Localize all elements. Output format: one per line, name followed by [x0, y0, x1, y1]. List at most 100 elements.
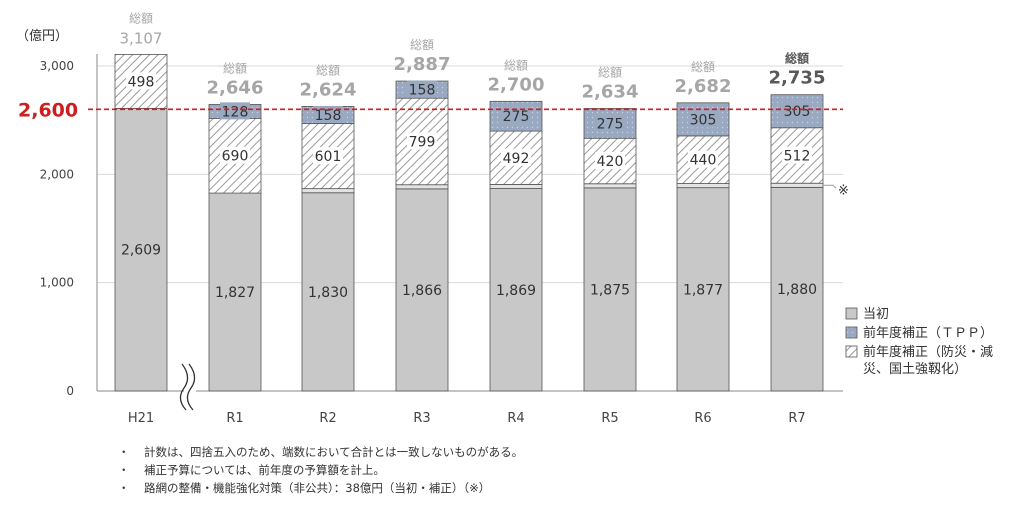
x-tick-label: H21 — [128, 411, 154, 426]
segment-value-label: 1,875 — [590, 282, 630, 298]
total-value: 2,887 — [394, 54, 451, 75]
x-tick-label: R1 — [226, 411, 243, 426]
segment-value-text: 275 — [503, 109, 530, 125]
segment-value-label: 1,830 — [308, 285, 348, 301]
x-tick-label: R5 — [601, 411, 618, 426]
label-background — [407, 80, 437, 98]
legend-label: 当初 — [863, 307, 889, 322]
segment-value-label: 1,877 — [683, 282, 723, 298]
total-caption: 総額 — [691, 60, 715, 74]
label-background — [595, 114, 625, 132]
segment-value-label: 601 — [313, 147, 343, 165]
legend-swatch — [845, 307, 858, 320]
segment-value-label: 275 — [595, 114, 625, 132]
label-background — [688, 110, 718, 128]
y-tick-label: 2,000 — [40, 167, 74, 181]
segment-value-text: 1,866 — [402, 283, 442, 299]
label-background — [313, 105, 343, 123]
segment-value-label: 512 — [782, 146, 812, 164]
footnote: ・計数は、四捨五入のため、端数において合計とは一致しないものがある。 — [118, 443, 523, 461]
x-tick-label: R4 — [507, 411, 524, 426]
segment-value-text: 1,880 — [777, 282, 817, 298]
segment-value-text: 1,875 — [590, 282, 630, 298]
total-caption: 総額 — [223, 61, 247, 75]
total-caption: 総額 — [504, 58, 528, 72]
segment-value-text: 128 — [222, 104, 249, 120]
label-background — [595, 152, 625, 170]
total-value: 2,646 — [207, 77, 264, 98]
segment-value-text: 1,830 — [308, 285, 348, 301]
segment-value-text: 1,877 — [683, 282, 723, 298]
footnote: ・路網の整備・機能強化対策（非公共）：38億円（当初・補正）（※） — [118, 479, 523, 497]
segment-value-label: 1,869 — [496, 283, 536, 299]
total-caption: 総額 — [598, 65, 622, 79]
bar-segment-initial — [208, 192, 262, 392]
bar-segment-initial — [395, 188, 449, 392]
segment-value-text: 512 — [784, 148, 811, 164]
segment-value-text: 305 — [784, 104, 811, 120]
total-value: 2,682 — [675, 76, 732, 97]
y-tick-label: 3,000 — [40, 59, 74, 73]
x-tick-label: R6 — [694, 411, 711, 426]
segment-value-label: 1,880 — [777, 282, 817, 298]
total-value: 2,700 — [488, 74, 545, 95]
budget-stacked-bar-chart: （億円） 0 1,000 2,000 3,000 2,609 498 総額 3,107 H21 1… — [16, 11, 993, 426]
segment-value-label: 498 — [126, 72, 156, 90]
total-caption: 総額 — [316, 63, 340, 77]
segment-value-text: 440 — [690, 153, 717, 169]
label-background — [501, 148, 531, 166]
bar-segment-roadnet — [770, 182, 824, 188]
segment-value-text: 799 — [409, 134, 436, 150]
bar-segment-initial — [114, 107, 168, 392]
label-background — [782, 146, 812, 164]
note-bullet: ・ — [118, 481, 130, 495]
footnotes: ・計数は、四捨五入のため、端数において合計とは一致しないものがある。 ・補正予算… — [118, 443, 523, 497]
total-caption: 総額 — [129, 11, 153, 25]
legend-label: 災、国土強靱化） — [863, 362, 967, 377]
label-background — [126, 72, 156, 90]
total-caption: 総額 — [410, 38, 434, 52]
segment-value-label: 128 — [220, 102, 250, 120]
legend-swatch — [845, 345, 858, 358]
reference-line-label: 2,600 — [18, 99, 78, 121]
segment-value-label: 158 — [407, 80, 437, 99]
labels: 2,609 498 総額 3,107 H21 1,827 690 128 総額 2,646 R1 1,… — [18, 11, 849, 426]
segment-value-text: 690 — [222, 149, 249, 165]
segment-value-label: 275 — [501, 107, 531, 125]
footnote-text: 路網の整備・機能強化対策（非公共）：38億円（当初・補正）（※） — [144, 481, 491, 495]
segment-value-text: 158 — [315, 108, 342, 124]
x-tick-label: R7 — [788, 411, 805, 426]
legend-swatch — [845, 326, 858, 339]
y-tick-label: 0 — [66, 384, 74, 398]
segment-value-text: 275 — [597, 116, 624, 132]
segment-value-text: 601 — [315, 149, 342, 165]
x-tick-label: R2 — [319, 411, 336, 426]
segment-value-label: 305 — [782, 102, 812, 120]
segment-value-label: 158 — [313, 105, 343, 124]
legend-label: 前年度補正（防災・減 — [863, 344, 993, 360]
total-caption: 総額 — [785, 51, 809, 66]
label-background — [220, 146, 250, 164]
total-value: 3,107 — [120, 29, 163, 47]
segment-value-text: 1,827 — [215, 285, 255, 301]
bar-segment-roadnet — [489, 184, 543, 189]
segment-value-text: 420 — [597, 154, 624, 170]
bar-segment-initial — [770, 186, 824, 392]
bar-segment-roadnet — [583, 183, 637, 189]
segment-value-label: 440 — [688, 150, 718, 169]
x-tick-label: R3 — [413, 411, 430, 426]
total-value: 2,624 — [300, 79, 357, 100]
segment-value-label: 2,609 — [121, 243, 161, 259]
total-value: 2,735 — [769, 68, 826, 89]
bar-segment-initial — [676, 187, 730, 392]
segment-value-label: 1,827 — [215, 285, 255, 301]
label-background — [782, 102, 812, 120]
bars — [114, 54, 824, 392]
axis-break-mark — [186, 363, 196, 411]
y-tick-label: 1,000 — [40, 276, 74, 290]
footnote-text: 補正予算については、前年度の予算額を計上。 — [144, 463, 385, 477]
bar-segment-roadnet — [676, 183, 730, 189]
asterisk-mark: ※ — [838, 183, 849, 198]
footnote-text: 計数は、四捨五入のため、端数において合計とは一致しないものがある。 — [144, 445, 524, 459]
